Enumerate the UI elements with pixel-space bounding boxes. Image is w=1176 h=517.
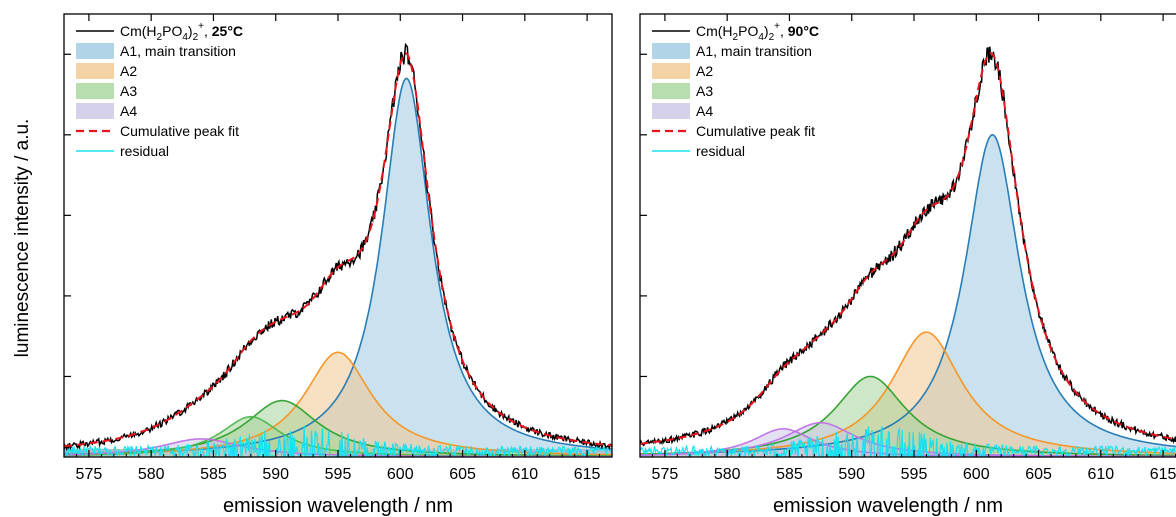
plot-area — [640, 46, 1176, 457]
x-tick-label: 610 — [511, 466, 538, 483]
x-tick-label: 615 — [574, 466, 601, 483]
legend-swatch-A1 — [652, 43, 690, 59]
legend-label-fit: Cumulative peak fit — [120, 123, 239, 139]
y-axis-label: luminescence intensity / a.u. — [12, 119, 33, 358]
chart-panel-90C: 575 580 585 590 595 600 605 610 615 emission wave… — [639, 13, 1176, 517]
legend-label-part: 4 — [182, 32, 188, 43]
legend-label-A4: A4 — [696, 103, 713, 119]
x-axis-label: emission wavelength / nm — [223, 495, 453, 517]
legend-label-fit: Cumulative peak fit — [696, 123, 815, 139]
x-tick-label: 585 — [776, 466, 803, 483]
legend-label-part: 25°C — [212, 23, 243, 39]
legend-label-part: 90°C — [788, 23, 819, 39]
x-tick-label: 605 — [1025, 466, 1052, 483]
legend-label-part: 2 — [769, 32, 775, 43]
legend-label-part: 2 — [193, 32, 199, 43]
x-tick-label: 590 — [838, 466, 865, 483]
legend-label-meas: Cm(H2PO4)2+, 25°C — [120, 21, 243, 43]
chart-panel-25C: 575 580 585 590 595 600 605 610 615 emission wave… — [63, 13, 613, 517]
x-tick-label: 580 — [138, 466, 165, 483]
x-tick-label: 580 — [714, 466, 741, 483]
legend-label-part: 2 — [733, 32, 739, 43]
legend-label-part: Cm(H — [696, 23, 733, 39]
legend-label-part: 4 — [758, 32, 764, 43]
x-tick-label: 585 — [200, 466, 227, 483]
legend-label-A3: A3 — [696, 83, 713, 99]
legend-label-A1: A1, main transition — [120, 43, 236, 59]
legend-label-part: , — [780, 23, 788, 39]
legend-label-A4: A4 — [120, 103, 137, 119]
plot-area — [64, 42, 612, 457]
x-tick-label: 575 — [652, 466, 679, 483]
legend-label-A1: A1, main transition — [696, 43, 812, 59]
legend-label-meas: Cm(H2PO4)2+, 90°C — [696, 21, 819, 43]
x-tick-label: 575 — [76, 466, 103, 483]
x-tick-label: 600 — [963, 466, 990, 483]
legend-label-part: ) — [764, 23, 769, 39]
legend-swatch-A4 — [652, 103, 690, 119]
legend-swatch-A2 — [76, 63, 114, 79]
x-tick-label: 595 — [901, 466, 928, 483]
cumulative-fit — [640, 52, 1176, 445]
legend-label-part: Cm(H — [120, 23, 157, 39]
x-tick-label: 605 — [449, 466, 476, 483]
x-tick-label: 590 — [262, 466, 289, 483]
legend-label-A2: A2 — [696, 63, 713, 79]
peak-area-2 — [640, 376, 1176, 457]
legend-label-part: , — [204, 23, 212, 39]
legend: Cm(H2PO4)2+, 25°CA1, main transitionA2A3… — [76, 21, 243, 159]
legend-swatch-A3 — [652, 83, 690, 99]
x-tick-label: 615 — [1150, 466, 1176, 483]
legend-label-A2: A2 — [120, 63, 137, 79]
legend-label-part: PO — [738, 23, 758, 39]
x-tick-label: 610 — [1087, 466, 1114, 483]
cumulative-fit — [64, 52, 612, 448]
residual-line — [64, 426, 612, 457]
legend-label-res: residual — [696, 143, 745, 159]
legend-label-A3: A3 — [120, 83, 137, 99]
peak-area-1 — [64, 352, 612, 457]
x-tick-label: 600 — [387, 466, 414, 483]
legend-label-res: residual — [120, 143, 169, 159]
x-tick-label: 595 — [325, 466, 352, 483]
legend-swatch-A2 — [652, 63, 690, 79]
peak-area-1 — [640, 332, 1176, 457]
legend-label-part: PO — [162, 23, 182, 39]
peak-area-0 — [640, 134, 1176, 457]
legend-label-part: + — [774, 21, 780, 32]
legend-swatch-A3 — [76, 83, 114, 99]
legend-label-part: 2 — [157, 32, 163, 43]
legend-swatch-A1 — [76, 43, 114, 59]
peak-area-2 — [64, 400, 612, 457]
x-axis-label: emission wavelength / nm — [773, 495, 1003, 517]
legend: Cm(H2PO4)2+, 90°CA1, main transitionA2A3… — [652, 21, 819, 159]
legend-swatch-A4 — [76, 103, 114, 119]
legend-label-part: ) — [188, 23, 193, 39]
legend-label-part: + — [198, 21, 204, 32]
